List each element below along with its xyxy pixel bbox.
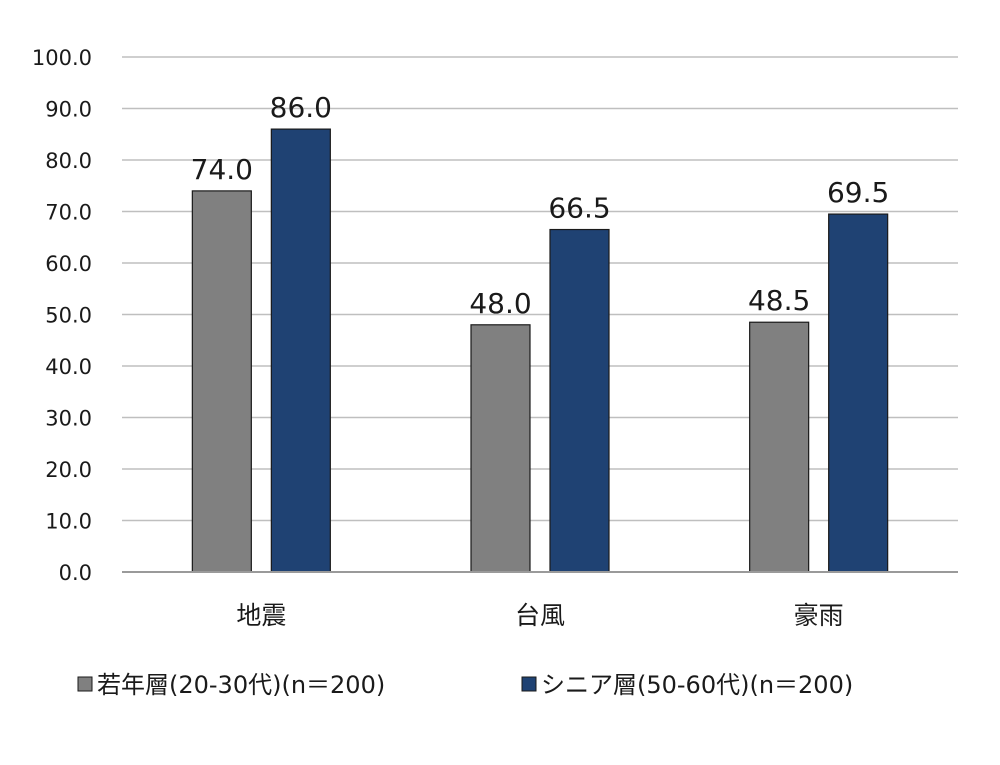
y-tick-label: 50.0 xyxy=(45,304,92,328)
y-tick-label: 70.0 xyxy=(45,201,92,225)
data-label: 48.5 xyxy=(748,284,810,317)
y-tick-label: 80.0 xyxy=(45,149,92,173)
y-tick-label: 90.0 xyxy=(45,98,92,122)
y-tick-label: 30.0 xyxy=(45,407,92,431)
bar xyxy=(470,324,531,573)
bar xyxy=(749,321,810,573)
data-label: 66.5 xyxy=(548,192,610,225)
bar xyxy=(549,228,610,573)
y-tick-label: 0.0 xyxy=(59,561,92,585)
y-tick-label: 40.0 xyxy=(45,355,92,379)
data-label: 74.0 xyxy=(191,153,253,186)
bar xyxy=(828,213,889,573)
data-label: 69.5 xyxy=(827,176,889,209)
y-tick-label: 20.0 xyxy=(45,458,92,482)
y-tick-label: 10.0 xyxy=(45,510,92,534)
y-tick-label: 60.0 xyxy=(45,252,92,276)
data-label: 48.0 xyxy=(469,287,531,320)
x-tick-label: 豪雨 xyxy=(794,601,844,630)
x-tick-label: 台風 xyxy=(515,601,565,630)
legend-label: 若年層(20-30代)(n＝200) xyxy=(97,671,385,699)
x-tick-label: 地震 xyxy=(236,601,286,630)
data-label: 86.0 xyxy=(270,91,332,124)
y-tick-label: 100.0 xyxy=(32,46,92,70)
bar xyxy=(191,190,252,573)
legend-swatch xyxy=(521,676,537,692)
legend-label: シニア層(50-60代)(n＝200) xyxy=(541,671,853,699)
bar xyxy=(270,128,331,573)
legend-swatch xyxy=(77,676,93,692)
